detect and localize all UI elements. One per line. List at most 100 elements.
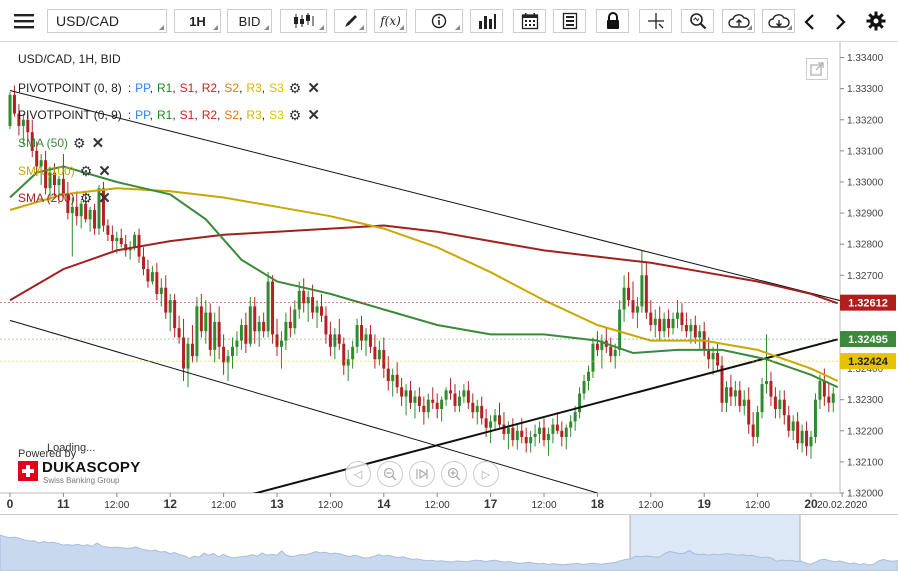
calendar-icon xyxy=(521,13,538,30)
candle-body xyxy=(613,349,617,357)
reset-view-button[interactable] xyxy=(409,461,435,487)
indicators-button[interactable]: f(x) xyxy=(374,9,407,33)
candle-body xyxy=(716,353,720,366)
legend-sma-100[interactable]: SMA (100) ⚙ ✕ xyxy=(18,162,111,181)
candle-body xyxy=(306,297,310,304)
cloud-download-button[interactable] xyxy=(762,9,795,33)
candle-body xyxy=(204,312,208,332)
candle-body xyxy=(75,206,79,217)
legend-pivot-1[interactable]: PIVOTPOINT (0, 8) : PP, R1, S1, R2, S2, R3, S3… xyxy=(18,79,320,98)
candle-body xyxy=(782,399,786,416)
cloud-upload-button[interactable] xyxy=(722,9,755,33)
calendar-button[interactable] xyxy=(513,9,546,33)
volume-button[interactable] xyxy=(470,9,503,33)
candles-icon xyxy=(293,13,313,28)
close-icon[interactable]: ✕ xyxy=(91,135,105,152)
gear-icon[interactable]: ⚙ xyxy=(288,106,302,123)
candle-body xyxy=(186,343,190,369)
candle-body xyxy=(653,318,657,326)
candle-body xyxy=(515,430,519,441)
lock-button[interactable] xyxy=(596,9,629,33)
candle-body xyxy=(489,421,493,428)
candle-body xyxy=(360,325,364,341)
timeframe-selector[interactable]: 1H xyxy=(174,9,221,33)
zoom-out-button[interactable] xyxy=(377,461,403,487)
candle-body xyxy=(93,209,97,229)
close-icon[interactable]: ✕ xyxy=(307,107,320,124)
bar-chart-icon xyxy=(478,14,496,29)
scroll-forward-button[interactable]: ▷ xyxy=(473,461,499,487)
triangle-right-icon: ▷ xyxy=(481,468,491,481)
legend-comma: , xyxy=(172,108,176,122)
close-icon[interactable]: ✕ xyxy=(307,80,320,97)
candle-body xyxy=(787,415,791,431)
gear-icon[interactable]: ⚙ xyxy=(79,162,93,179)
candle-body xyxy=(177,328,181,338)
legend-pivot-1-levels: PP, R1, S1, R2, S2, R3, S3 xyxy=(131,81,284,95)
cloud-upload-icon xyxy=(727,14,750,28)
price-chart[interactable]: 1.33400 1.33300 1.33200 1.33100 1.33000 1.329… xyxy=(0,42,898,512)
candle-body xyxy=(271,281,275,335)
gear-icon[interactable]: ⚙ xyxy=(73,134,86,151)
chart-type-button[interactable] xyxy=(280,9,327,33)
candle-body xyxy=(747,399,751,425)
legend-comma: , xyxy=(194,81,198,95)
candle-body xyxy=(618,309,622,350)
candle-body xyxy=(480,405,484,419)
y-axis-ticks: 1.33400 1.33300 1.33200 1.33100 1.33000 1.329… xyxy=(840,53,884,500)
candle-body xyxy=(462,390,466,397)
candle-body xyxy=(551,424,555,434)
candle-body xyxy=(364,334,368,341)
candle-body xyxy=(591,343,595,372)
legend-comma: , xyxy=(217,108,221,122)
candle-body xyxy=(595,343,599,350)
candle-body xyxy=(124,244,128,251)
candle-body xyxy=(44,160,48,189)
scroll-back-button[interactable]: ◁ xyxy=(345,461,371,487)
legend-sma-50[interactable]: SMA (50) ⚙ ✕ xyxy=(18,134,105,153)
template-button[interactable] xyxy=(553,9,586,33)
draw-tool-button[interactable] xyxy=(334,9,367,33)
candle-body xyxy=(17,113,21,126)
legend-pivot-2[interactable]: PIVOTPOINT (0, 9) : PP, R1, S1, R2, S2, R3, S3… xyxy=(18,106,320,125)
crosshair-button[interactable] xyxy=(639,9,672,33)
legend-comma: , xyxy=(239,81,243,95)
candle-body xyxy=(506,427,510,434)
candle-body xyxy=(649,312,653,326)
y-tick-label: 1.33000 xyxy=(847,177,884,188)
scroll-right-button[interactable] xyxy=(832,13,852,31)
candle-body xyxy=(106,225,110,235)
navigator-overview[interactable] xyxy=(0,514,898,571)
info-button[interactable] xyxy=(415,9,463,33)
candle-body xyxy=(57,178,61,186)
legend-comma: , xyxy=(149,108,153,122)
x-axis-ticks: 0 11 12:00 12 12:00 13 12:00 14 12:00 17 12:00 18 12… xyxy=(7,493,868,511)
candle-body xyxy=(320,306,323,316)
price-side-selector[interactable]: BID xyxy=(227,9,272,33)
zoom-in-button[interactable] xyxy=(441,461,467,487)
candle-body xyxy=(520,430,524,438)
candle-body xyxy=(257,321,261,332)
gear-icon[interactable]: ⚙ xyxy=(288,79,302,96)
settings-button[interactable] xyxy=(866,11,888,33)
zoom-button[interactable] xyxy=(681,9,714,33)
candle-body xyxy=(564,427,568,438)
candle-body xyxy=(444,390,448,400)
gear-icon[interactable]: ⚙ xyxy=(79,189,93,206)
menu-button[interactable] xyxy=(9,9,39,33)
close-icon[interactable]: ✕ xyxy=(98,163,111,180)
legend-sma-200[interactable]: SMA (200) ⚙ ✕ xyxy=(18,189,111,208)
candle-body xyxy=(800,430,804,444)
close-icon[interactable]: ✕ xyxy=(98,190,111,207)
candle-body xyxy=(150,272,154,282)
fullscreen-button[interactable] xyxy=(806,58,828,80)
expand-icon xyxy=(810,62,824,76)
x-tick-label: 12:00 xyxy=(318,500,343,511)
candle-body xyxy=(498,415,501,425)
indicator-lines xyxy=(9,90,840,493)
symbol-selector[interactable]: USD/CAD xyxy=(47,9,167,33)
scroll-left-button[interactable] xyxy=(802,13,822,31)
candle-body xyxy=(600,340,604,350)
reset-icon xyxy=(416,468,428,480)
candle-body xyxy=(195,306,199,357)
